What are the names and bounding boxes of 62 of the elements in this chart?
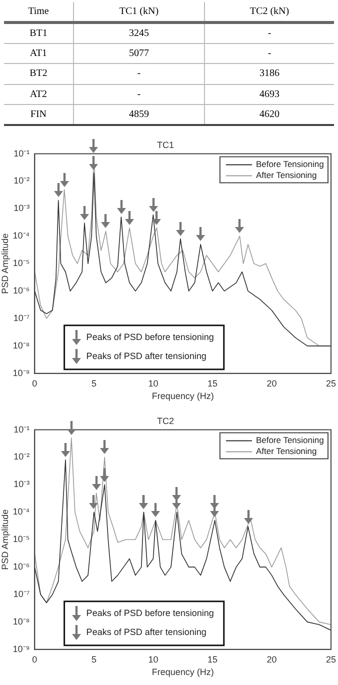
legend-label: Before Tensioning <box>256 435 324 446</box>
y-tick-label: 10⁻⁸ <box>12 616 30 626</box>
category-label: Time <box>4 2 74 22</box>
x-tick-label: 15 <box>207 378 218 388</box>
x-tick-label: 5 <box>91 378 96 388</box>
text: 4620 <box>260 108 280 120</box>
y-tick-label: 10⁻³ <box>14 479 30 490</box>
x-tick-label: 10 <box>148 654 158 664</box>
text: FIN <box>30 108 47 120</box>
y-tick-label: 10⁻⁹ <box>12 644 30 654</box>
legend-label: After Tensioning <box>256 170 318 180</box>
category-label: TC2 (kN) <box>248 5 290 19</box>
x-axis-title: Frequency (Hz) <box>152 667 214 678</box>
text: 3186 <box>260 68 280 80</box>
x-tick-label: 15 <box>207 654 218 664</box>
text: AT2 <box>30 88 48 100</box>
y-tick-label: 10⁻⁵ <box>12 534 30 544</box>
text: 4859 <box>128 108 149 120</box>
text: - <box>137 88 141 100</box>
text: 3245 <box>128 28 149 40</box>
x-tick-label: 0 <box>32 654 38 664</box>
y-tick-label: 10⁻⁸ <box>12 340 30 350</box>
text: - <box>268 48 272 60</box>
text: 5077 <box>128 48 149 60</box>
text: AT1 <box>30 48 48 60</box>
chart-title: TC2 <box>156 416 174 426</box>
y-tick-label: 10⁻⁶ <box>12 562 30 572</box>
legend-label: Before Tensioning <box>256 159 324 170</box>
y-tick-label: 10⁻⁷ <box>13 588 30 599</box>
x-axis-title: Frequency (Hz) <box>152 391 214 402</box>
x-tick-label: 0 <box>32 378 38 388</box>
chart-title: TC1 <box>156 140 174 150</box>
text: BT2 <box>30 68 48 80</box>
text: BT1 <box>30 28 48 40</box>
legend-label: After Tensioning <box>256 446 318 456</box>
annotation: Peaks of PSD before tensioning <box>86 332 214 342</box>
text: - <box>137 68 141 80</box>
y-tick-label: 10⁻⁵ <box>12 258 30 268</box>
y-tick-label: 10⁻¹ <box>14 424 30 434</box>
text: 4693 <box>260 88 280 100</box>
y-tick-label: 10⁻⁴ <box>12 230 30 241</box>
x-tick-label: 25 <box>326 378 336 388</box>
text: - <box>268 28 272 40</box>
x-tick-label: 20 <box>266 378 277 388</box>
y-tick-label: 10⁻¹ <box>14 148 30 158</box>
annotation: Peaks of PSD after tensioning <box>86 626 206 637</box>
y-tick-label: 10⁻⁴ <box>12 506 30 517</box>
y-tick-label: 10⁻³ <box>14 203 30 214</box>
annotation: Peaks of PSD before tensioning <box>86 608 214 618</box>
annotation: Peaks of PSD after tensioning <box>86 350 206 361</box>
y-tick-label: 10⁻⁷ <box>13 312 30 323</box>
y-axis-title: PSD Amplitude <box>0 509 10 570</box>
x-tick-label: 25 <box>326 654 336 664</box>
y-tick-label: 10⁻⁹ <box>12 368 30 378</box>
y-tick-label: 10⁻² <box>14 176 30 186</box>
y-tick-label: 10⁻⁶ <box>12 286 30 296</box>
x-tick-label: 10 <box>148 378 158 388</box>
y-tick-label: 10⁻² <box>14 452 30 462</box>
y-axis-title: PSD Amplitude <box>0 233 10 294</box>
category-label: TC1 (kN) <box>73 2 205 22</box>
x-tick-label: 20 <box>266 654 277 664</box>
x-tick-label: 5 <box>91 654 96 664</box>
